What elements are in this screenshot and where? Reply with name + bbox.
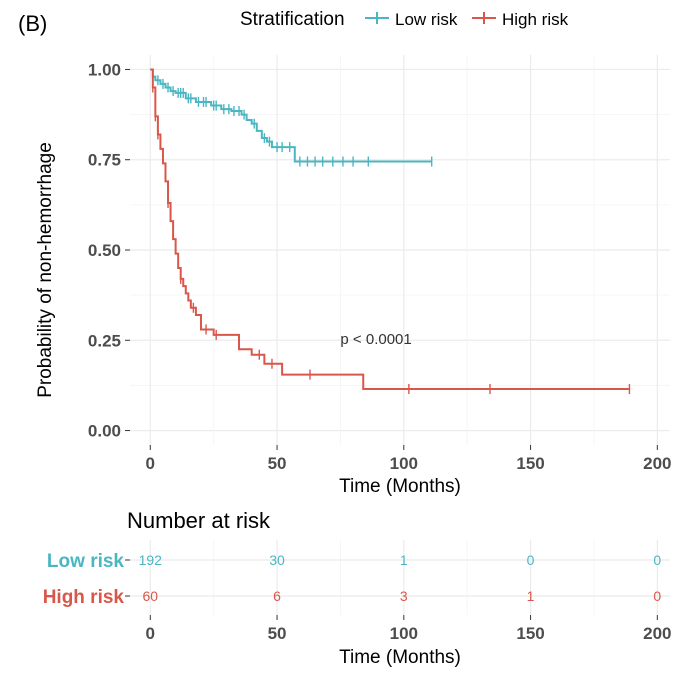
- p-value-annotation: p < 0.0001: [340, 331, 411, 348]
- risk-x-tick-label: 200: [643, 624, 671, 643]
- panel-label: (B): [18, 11, 47, 36]
- risk-row-label: Low risk: [47, 551, 125, 572]
- legend-high-risk: High risk: [472, 10, 569, 29]
- x-tick-label: 100: [390, 454, 418, 473]
- risk-row-high-risk: High risk 60 6 3 1 0: [43, 587, 662, 608]
- risk-count: 192: [139, 552, 163, 568]
- y-axis-ticks: 0.00 0.25 0.50 0.75 1.00: [88, 60, 130, 441]
- legend-low-risk: Low risk: [365, 10, 458, 29]
- risk-table-gridlines: [130, 540, 670, 615]
- y-tick-label: 1.00: [88, 60, 121, 79]
- risk-row-low-risk: Low risk 192 30 1 0 0: [47, 551, 662, 572]
- x-tick-label: 200: [643, 454, 671, 473]
- risk-table-x-ticks: 0 50 100 150 200: [146, 615, 672, 643]
- km-curve-low-risk: [150, 68, 432, 163]
- km-curves: [150, 68, 631, 395]
- legend-high-risk-label: High risk: [502, 10, 569, 29]
- km-curve-high-risk: [150, 68, 630, 391]
- legend-title: Stratification: [240, 9, 345, 30]
- series-low-risk: [150, 68, 433, 167]
- risk-table-x-label: Time (Months): [339, 647, 461, 668]
- risk-count: 1: [400, 552, 408, 568]
- risk-x-tick-label: 50: [268, 624, 287, 643]
- risk-count: 0: [527, 552, 535, 568]
- risk-count: 1: [527, 588, 535, 604]
- series-high-risk: [150, 68, 631, 395]
- risk-x-tick-label: 0: [146, 624, 155, 643]
- x-tick-label: 150: [516, 454, 544, 473]
- y-tick-label: 0.75: [88, 151, 121, 170]
- y-axis-label: Probability of non-hemorrhage: [35, 142, 56, 398]
- risk-table-rows: Low risk 192 30 1 0 0 High risk 60 6 3 1 0: [43, 551, 662, 608]
- risk-row-label: High risk: [43, 587, 125, 608]
- legend: Stratification Low risk High risk: [240, 9, 569, 30]
- km-gridlines: [130, 55, 670, 445]
- y-tick-label: 0.25: [88, 331, 121, 350]
- risk-count: 0: [653, 552, 661, 568]
- risk-table-title: Number at risk: [127, 508, 271, 533]
- risk-count: 30: [269, 552, 285, 568]
- risk-count: 6: [273, 588, 281, 604]
- legend-low-risk-label: Low risk: [395, 10, 458, 29]
- x-tick-label: 0: [146, 454, 155, 473]
- y-tick-label: 0.50: [88, 241, 121, 260]
- y-tick-label: 0.00: [88, 422, 121, 441]
- risk-x-tick-label: 100: [390, 624, 418, 643]
- x-axis-ticks: 0 50 100 150 200: [146, 445, 672, 473]
- risk-count: 60: [142, 588, 158, 604]
- risk-count: 3: [400, 588, 408, 604]
- x-tick-label: 50: [268, 454, 287, 473]
- risk-count: 0: [653, 588, 661, 604]
- x-axis-label: Time (Months): [339, 476, 461, 497]
- risk-x-tick-label: 150: [516, 624, 544, 643]
